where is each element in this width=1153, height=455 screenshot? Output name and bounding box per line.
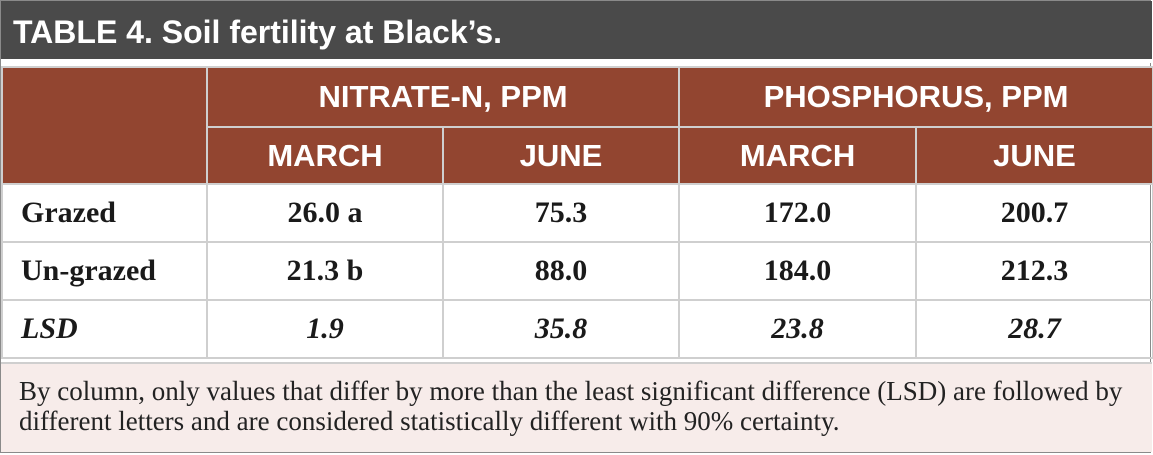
table-title-text: Soil fertility at Black’s.: [161, 14, 503, 50]
header-phosphorus: PHOSPHORUS, PPM: [678, 66, 1153, 128]
row-label-lsd: LSD: [1, 299, 208, 359]
row-label-ungrazed: Un-grazed: [1, 241, 208, 301]
table-row: Grazed 26.0 a 75.3 172.0 200.7: [1, 183, 1153, 243]
table-cell: 21.3 b: [206, 241, 444, 301]
corner-header-cell: [1, 66, 208, 185]
table-cell: 88.0: [441, 241, 681, 301]
table-title: TABLE 4. Soil fertility at Black’s.: [1, 1, 1152, 63]
row-label-grazed: Grazed: [1, 183, 208, 243]
table-cell: 23.8: [678, 299, 918, 359]
subheader-march: MARCH: [206, 126, 444, 185]
table-row: Un-grazed 21.3 b 88.0 184.0 212.3: [1, 241, 1153, 301]
table-cell: 200.7: [915, 183, 1153, 243]
table-row: LSD 1.9 35.8 23.8 28.7: [1, 299, 1153, 359]
subheader-june: JUNE: [915, 126, 1153, 185]
table-cell: 172.0: [678, 183, 918, 243]
table-number: TABLE 4.: [13, 14, 153, 50]
table-cell: 75.3: [441, 183, 681, 243]
table-cell: 28.7: [915, 299, 1153, 359]
header-nitrate: NITRATE-N, PPM: [205, 66, 681, 128]
subheader-june: JUNE: [441, 126, 681, 185]
table-cell: 26.0 a: [206, 183, 444, 243]
table-cell: 184.0: [678, 241, 918, 301]
subheader-march: MARCH: [678, 126, 918, 185]
table-cell: 212.3: [915, 241, 1153, 301]
table-cell: 1.9: [206, 299, 444, 359]
fertility-table: NITRATE-N, PPM PHOSPHORUS, PPM MARCH JUN…: [1, 66, 1153, 359]
table-cell: 35.8: [441, 299, 681, 359]
table-footnote: By column, only values that differ by mo…: [1, 362, 1152, 452]
